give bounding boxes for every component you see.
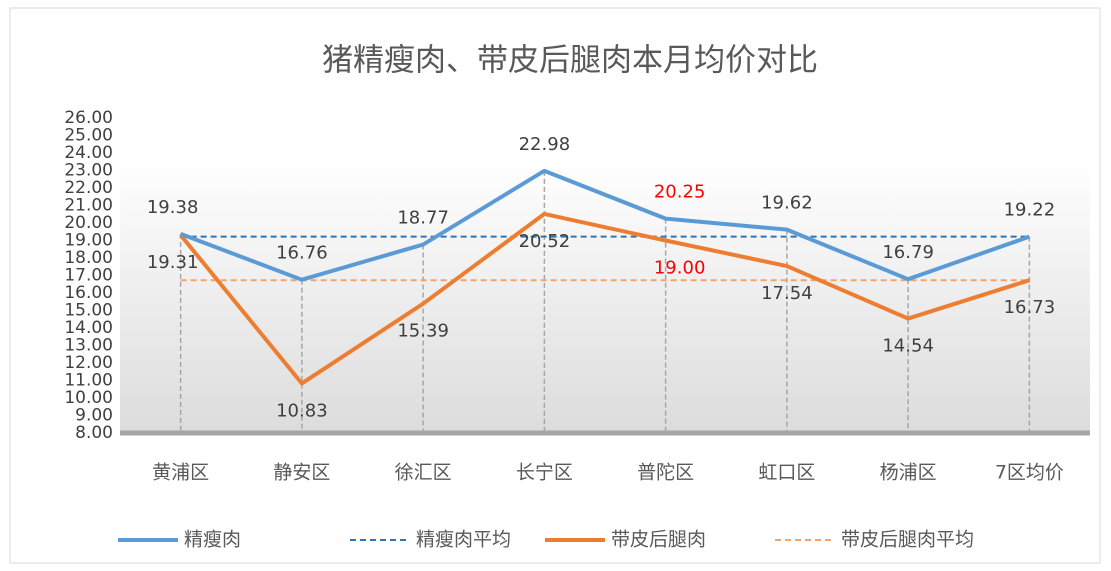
data-label: 20.52 <box>519 231 571 252</box>
data-label: 10.83 <box>276 400 328 421</box>
series-line <box>179 211 1030 386</box>
y-tick-label: 8.00 <box>75 423 113 443</box>
data-label: 19.31 <box>147 252 199 273</box>
y-tick-label: 23.00 <box>64 161 113 181</box>
y-tick-label: 13.00 <box>64 336 113 356</box>
y-tick-label: 14.00 <box>64 318 113 338</box>
y-tick-label: 10.00 <box>64 388 113 408</box>
data-label: 22.98 <box>519 134 571 155</box>
x-tick-label: 杨浦区 <box>880 462 937 484</box>
chart-title: 猪精瘦肉、带皮后腿肉本月均价对比 <box>322 43 818 79</box>
data-label: 16.76 <box>276 243 328 264</box>
data-label: 16.73 <box>1004 297 1056 318</box>
legend-label: 带皮后腿肉 <box>611 529 706 551</box>
x-tick-label: 黄浦区 <box>152 462 209 484</box>
data-label: 20.25 <box>654 182 706 203</box>
y-tick-label: 24.00 <box>64 143 113 163</box>
y-tick-label: 12.00 <box>64 353 113 373</box>
data-label: 19.00 <box>654 258 706 279</box>
y-tick-label: 21.00 <box>64 196 113 216</box>
data-label: 19.62 <box>761 193 813 214</box>
data-label: 14.54 <box>882 336 934 357</box>
y-tick-label: 26.00 <box>64 108 113 128</box>
x-tick-label: 普陀区 <box>637 462 694 484</box>
y-tick-label: 18.00 <box>64 248 113 268</box>
data-label: 19.22 <box>1004 200 1056 221</box>
y-tick-label: 11.00 <box>64 371 113 391</box>
legend-label: 精瘦肉平均 <box>416 529 511 551</box>
x-tick-label: 徐汇区 <box>395 462 452 484</box>
y-tick-label: 20.00 <box>64 213 113 233</box>
data-label: 17.54 <box>761 283 813 304</box>
y-tick-label: 9.00 <box>75 406 113 426</box>
y-tick-label: 22.00 <box>64 178 113 198</box>
data-label: 16.79 <box>882 242 934 263</box>
y-tick-label: 25.00 <box>64 126 113 146</box>
legend-label: 精瘦肉 <box>184 529 241 551</box>
plot-background <box>120 160 1090 433</box>
x-tick-label: 长宁区 <box>516 462 573 484</box>
series-line <box>179 168 1031 282</box>
x-tick-label: 7区均价 <box>995 462 1064 484</box>
x-tick-label: 虹口区 <box>758 462 815 484</box>
y-tick-label: 19.00 <box>64 231 113 251</box>
y-tick-label: 17.00 <box>64 266 113 286</box>
data-label: 19.38 <box>147 197 199 218</box>
legend-label: 带皮后腿肉平均 <box>841 529 974 551</box>
data-label: 18.77 <box>397 208 449 229</box>
y-tick-label: 16.00 <box>64 283 113 303</box>
data-label: 15.39 <box>397 321 449 342</box>
y-tick-label: 15.00 <box>64 301 113 321</box>
x-tick-label: 静安区 <box>273 462 330 484</box>
